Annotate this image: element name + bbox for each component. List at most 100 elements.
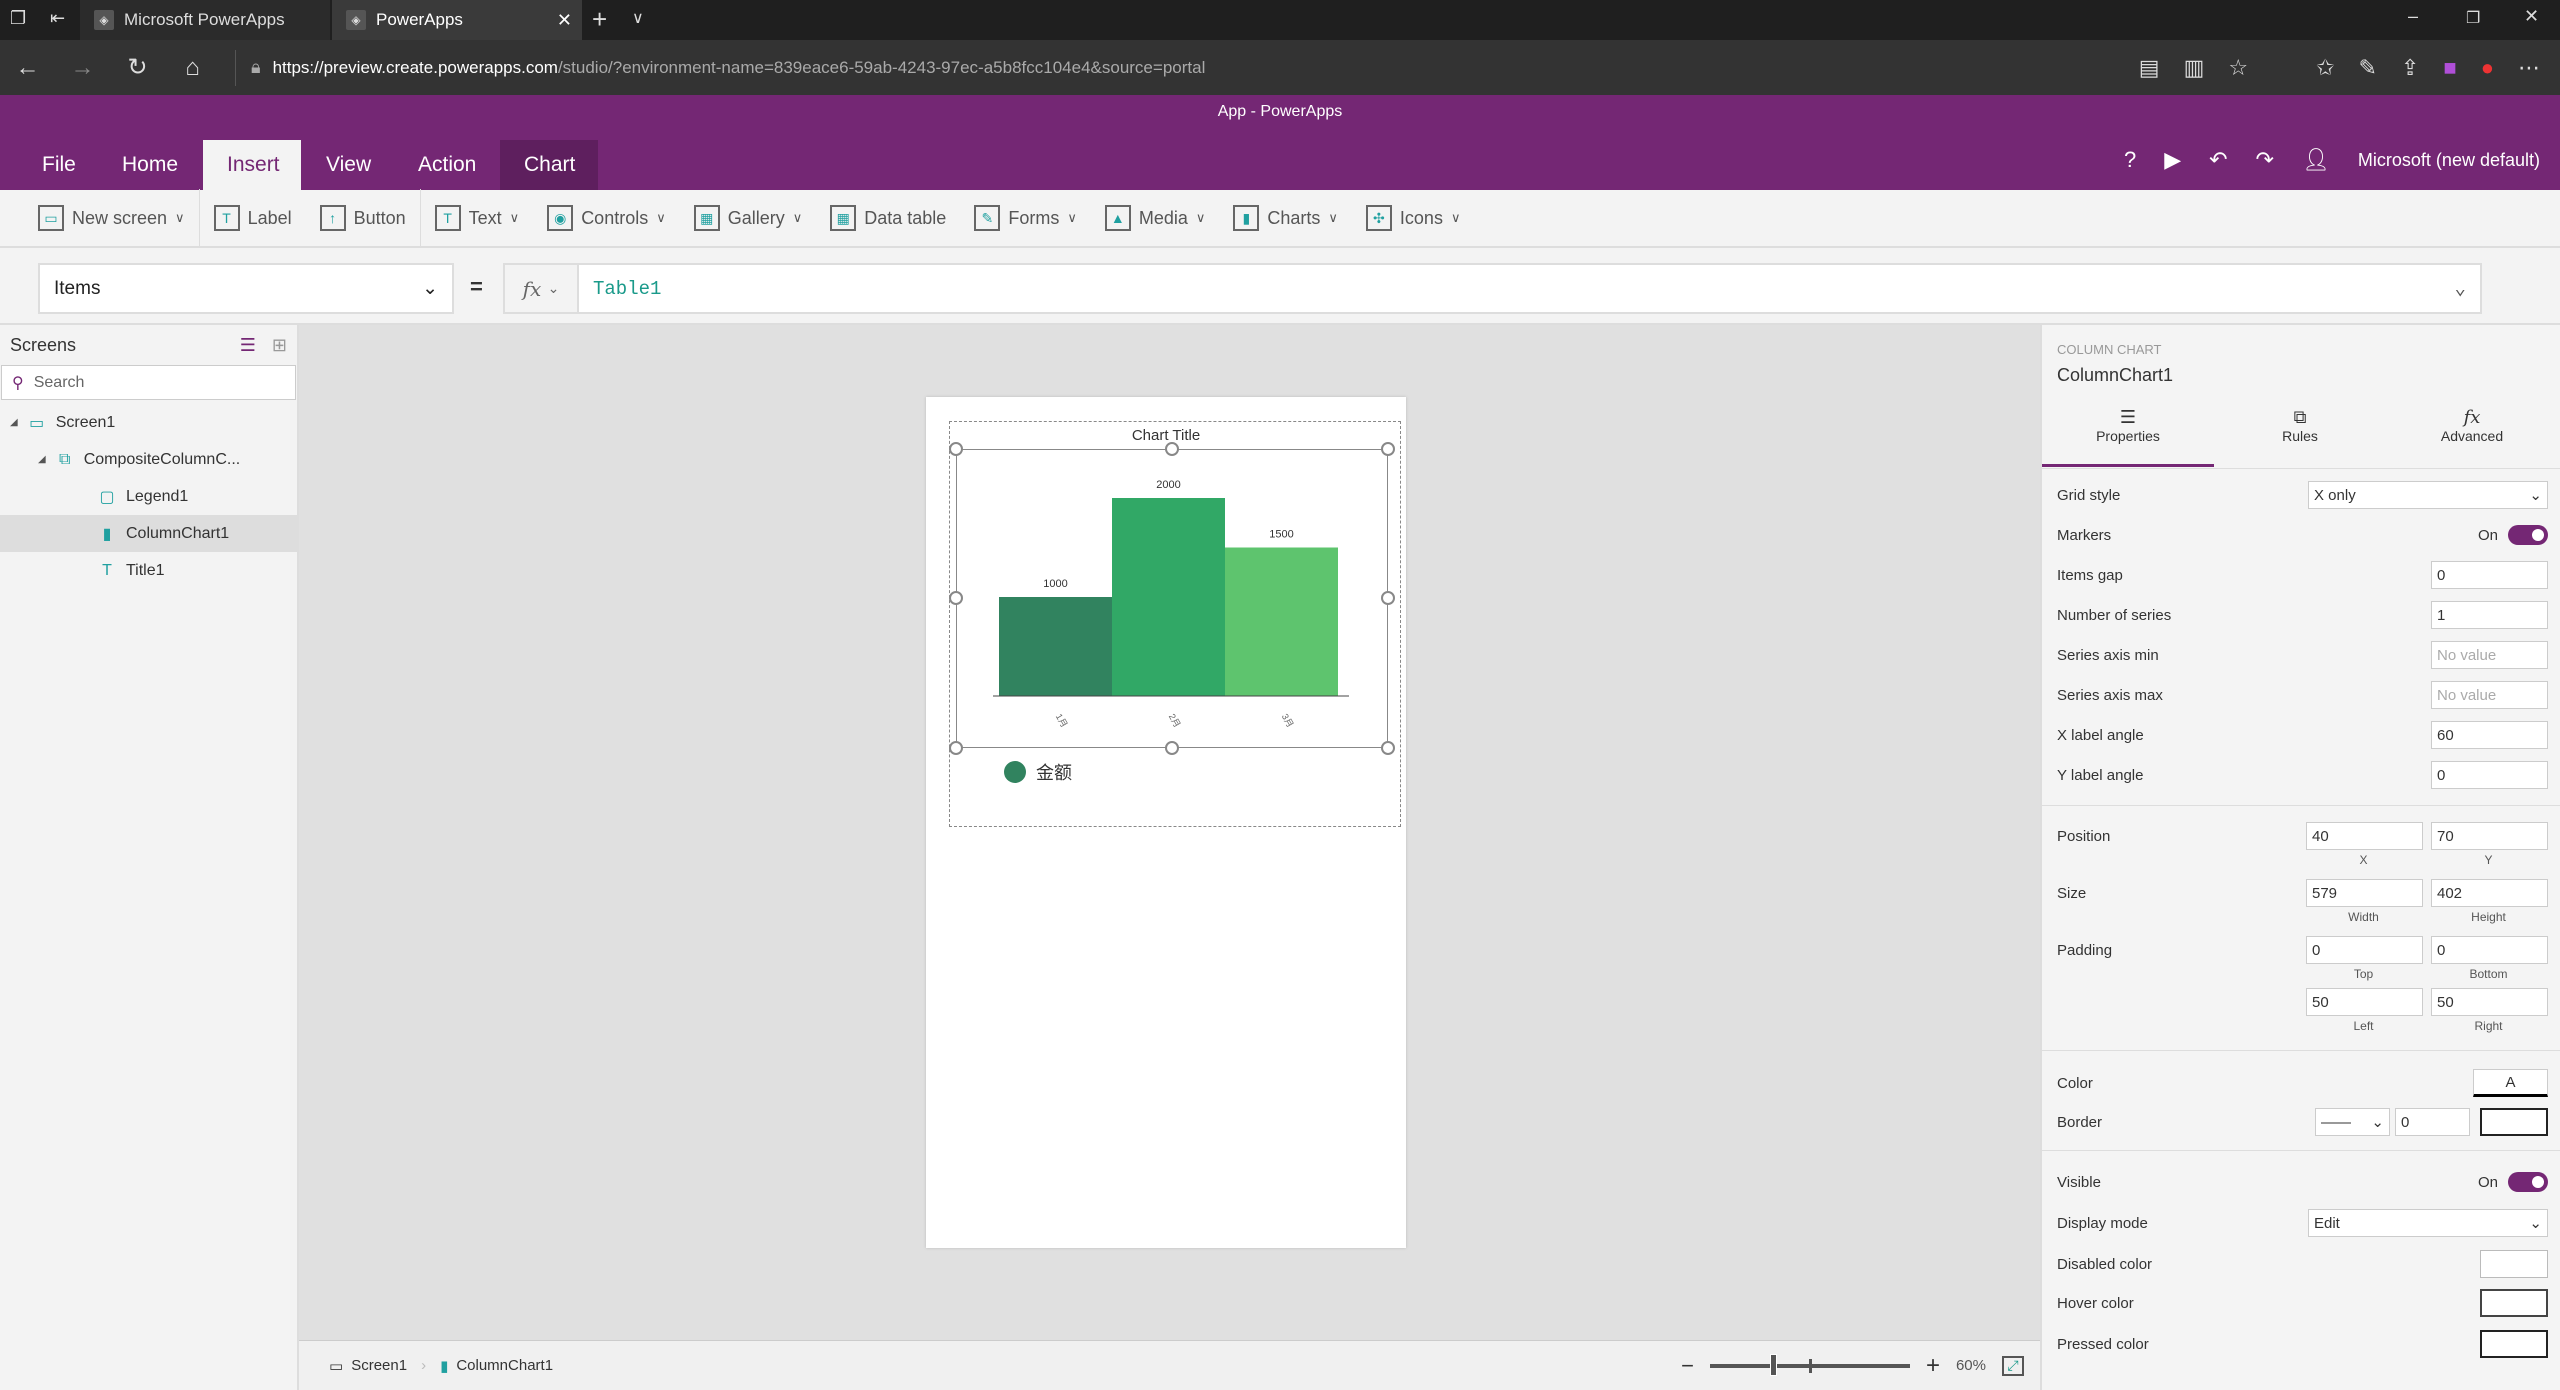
back-icon[interactable]: ←	[15, 53, 40, 81]
collapse-arrow-icon[interactable]: ◢	[10, 417, 18, 428]
onenote-icon[interactable]: ■	[2443, 54, 2457, 80]
bar-1[interactable]	[999, 597, 1112, 696]
screen1-canvas[interactable]: Chart Title 1000 1月 2000 2月 1500 3月 金额	[926, 397, 1406, 1248]
undo-icon[interactable]: ↶	[2209, 147, 2228, 172]
more-icon[interactable]: ⋯	[2518, 54, 2540, 80]
book-icon[interactable]: ▥	[2183, 54, 2205, 80]
minimize-icon[interactable]: –	[2408, 6, 2419, 26]
close-window-icon[interactable]: ✕	[2524, 6, 2540, 26]
grid-style-dropdown[interactable]: X only ⌄	[2308, 481, 2548, 509]
toolbar-new-screen[interactable]: ▭ New screen ∨	[0, 190, 199, 246]
browser-tab-active[interactable]: ◈ PowerApps ✕	[332, 0, 582, 40]
tab-home[interactable]: Home	[122, 153, 179, 176]
chart-title[interactable]: Chart Title	[1131, 427, 1201, 444]
border-style-dropdown[interactable]: —— ⌄	[2315, 1108, 2390, 1136]
toolbar-charts[interactable]: ▮ Charts ∨	[1219, 190, 1352, 246]
axis-max-input[interactable]: No value	[2431, 681, 2548, 709]
tab-rules[interactable]: ⧉ Rules	[2214, 407, 2386, 467]
toolbar-icons[interactable]: ✣ Icons ∨	[1352, 190, 1475, 246]
pressed-color-picker[interactable]	[2480, 1330, 2548, 1358]
toolbar-controls[interactable]: ◉ Controls ∨	[533, 190, 680, 246]
zoom-in-button[interactable]: +	[1925, 1351, 1940, 1379]
breadcrumb-screen[interactable]: ▭ Screen1	[329, 1357, 407, 1375]
height-input[interactable]: 402	[2431, 879, 2548, 907]
toolbar-text[interactable]: T Text ∨	[421, 190, 534, 246]
share-icon[interactable]: ⇪	[2400, 54, 2420, 80]
tab-file[interactable]: File	[42, 153, 76, 176]
tab-advanced[interactable]: fx Advanced	[2386, 407, 2558, 467]
fit-to-window-icon[interactable]: ⤢	[2002, 1355, 2024, 1376]
url-field[interactable]: https://preview.create.powerapps.com/stu…	[273, 58, 1206, 78]
position-x-input[interactable]: 40	[2306, 822, 2423, 850]
border-color-picker[interactable]	[2480, 1108, 2548, 1136]
tab-list-icon[interactable]: ❐	[10, 8, 27, 28]
padding-right-input[interactable]: 50	[2431, 988, 2548, 1016]
play-icon[interactable]: ▶	[2164, 147, 2182, 172]
fx-button[interactable]: fx ⌄	[503, 263, 577, 314]
column-chart[interactable]: 1000 1月 2000 2月 1500 3月	[926, 397, 1406, 817]
resize-handle[interactable]	[1381, 591, 1395, 605]
resize-handle[interactable]	[1381, 442, 1395, 456]
padding-top-input[interactable]: 0	[2306, 936, 2423, 964]
tab-properties[interactable]: ☰ Properties	[2042, 407, 2214, 467]
tree-view-icon[interactable]: ☰	[239, 334, 256, 355]
refresh-icon[interactable]: ↻	[127, 54, 148, 81]
tree-node-screen1[interactable]: ◢ ▭ Screen1	[0, 404, 297, 441]
redo-icon[interactable]: ↷	[2255, 147, 2274, 172]
formula-input[interactable]: Table1 ⌄	[577, 263, 2482, 314]
markers-toggle[interactable]	[2508, 525, 2548, 545]
environment-name[interactable]: Microsoft (new default)	[2357, 149, 2540, 170]
user-icon[interactable]: 👤︎	[2301, 147, 2330, 172]
property-dropdown[interactable]: Items ⌄	[38, 263, 454, 314]
resize-handle[interactable]	[949, 741, 963, 755]
width-input[interactable]: 579	[2306, 879, 2423, 907]
restore-icon[interactable]: ❐	[2466, 10, 2481, 27]
toolbar-forms[interactable]: ✎ Forms ∨	[960, 190, 1091, 246]
bar-2[interactable]	[1112, 498, 1225, 696]
forward-icon[interactable]: →	[70, 53, 95, 81]
border-width-input[interactable]: 0	[2395, 1108, 2470, 1136]
zoom-out-button[interactable]: −	[1681, 1352, 1694, 1378]
favorites-hub-icon[interactable]: ✩	[2316, 54, 2335, 80]
toolbar-label[interactable]: T Label	[200, 190, 306, 246]
padding-bottom-input[interactable]: 0	[2431, 936, 2548, 964]
tab-view[interactable]: View	[326, 153, 372, 176]
new-tab-icon[interactable]: +	[592, 4, 608, 34]
pen-icon[interactable]: ✎	[2358, 54, 2377, 80]
visible-toggle[interactable]	[2508, 1172, 2548, 1192]
zoom-slider-thumb[interactable]	[1769, 1353, 1777, 1376]
resize-handle[interactable]	[1165, 442, 1179, 456]
thumbnail-view-icon[interactable]: ⊞	[271, 334, 287, 355]
position-y-input[interactable]: 70	[2431, 822, 2548, 850]
y-angle-input[interactable]: 0	[2431, 761, 2548, 789]
close-tab-icon[interactable]: ✕	[556, 9, 572, 30]
search-input[interactable]: ⚲ Search	[1, 365, 296, 400]
tab-chart[interactable]: Chart	[500, 140, 598, 190]
toolbar-media[interactable]: ▲ Media ∨	[1091, 190, 1220, 246]
extension-icon[interactable]: ●	[2480, 54, 2494, 80]
resize-handle[interactable]	[949, 591, 963, 605]
padding-left-input[interactable]: 50	[2306, 988, 2423, 1016]
tab-action[interactable]: Action	[418, 153, 477, 176]
home-icon[interactable]: ⌂	[185, 53, 200, 81]
tree-node-compositecolumnc[interactable]: ◢ ⧉ CompositeColumnC...	[0, 441, 297, 478]
resize-handle[interactable]	[1165, 741, 1179, 755]
axis-min-input[interactable]: No value	[2431, 641, 2548, 669]
breadcrumb-control[interactable]: ▮ ColumnChart1	[440, 1357, 553, 1375]
tree-node-legend1[interactable]: ▢ Legend1	[0, 478, 297, 515]
expand-formula-icon[interactable]: ⌄	[2454, 278, 2466, 300]
reading-view-icon[interactable]: ▤	[2138, 54, 2160, 80]
tree-node-columnchart1[interactable]: ▮ ColumnChart1	[0, 515, 297, 552]
disabled-color-picker[interactable]	[2480, 1250, 2548, 1278]
items-gap-input[interactable]: 0	[2431, 561, 2548, 589]
tab-insert[interactable]: Insert	[203, 140, 301, 190]
color-picker[interactable]: A	[2473, 1069, 2548, 1097]
x-angle-input[interactable]: 60	[2431, 721, 2548, 749]
tree-node-title1[interactable]: T Title1	[0, 552, 297, 589]
toolbar-data-table[interactable]: ▦ Data table	[816, 190, 960, 246]
collapse-arrow-icon[interactable]: ◢	[38, 454, 46, 465]
display-mode-dropdown[interactable]: Edit ⌄	[2308, 1209, 2548, 1237]
num-series-input[interactable]: 1	[2431, 601, 2548, 629]
help-icon[interactable]: ?	[2123, 147, 2137, 172]
toolbar-button[interactable]: ↑ Button	[306, 190, 420, 246]
